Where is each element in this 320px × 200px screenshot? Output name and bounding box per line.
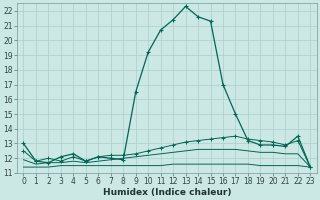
- X-axis label: Humidex (Indice chaleur): Humidex (Indice chaleur): [103, 188, 231, 197]
